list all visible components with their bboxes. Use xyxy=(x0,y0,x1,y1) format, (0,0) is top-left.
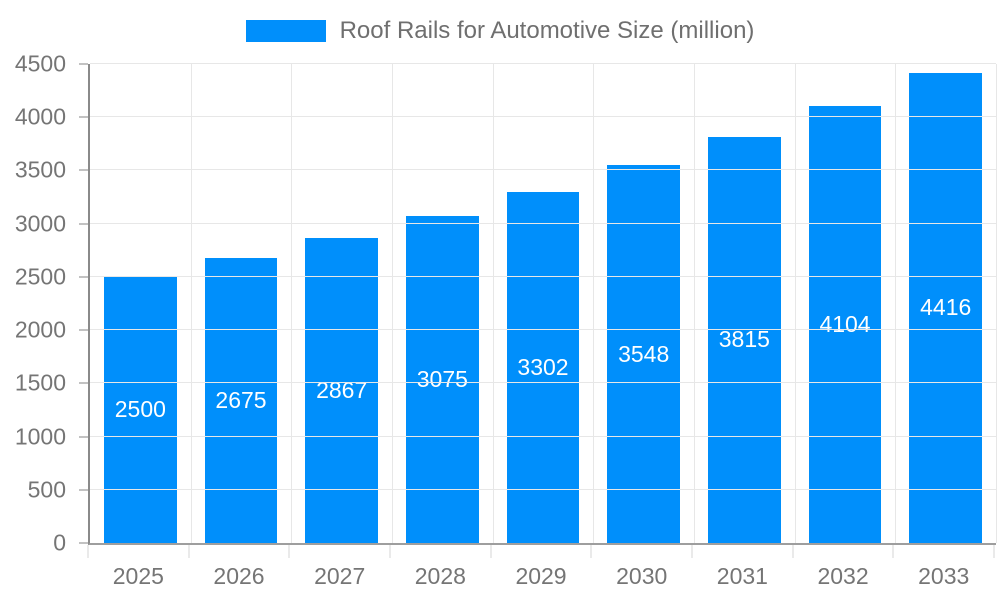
v-gridline xyxy=(291,64,293,543)
bar-column: 2867 xyxy=(291,64,392,543)
v-gridline xyxy=(492,64,494,543)
x-axis-label: 2030 xyxy=(616,562,668,589)
v-gridline xyxy=(391,64,393,543)
bar-value-label: 2500 xyxy=(114,396,166,423)
bar-value-label: 3075 xyxy=(416,365,468,392)
bar-column: 3815 xyxy=(694,64,795,543)
x-tick xyxy=(892,545,894,558)
y-tick-label: 2000 xyxy=(14,316,66,343)
h-gridline xyxy=(90,169,996,171)
v-gridline xyxy=(996,64,997,543)
bar: 2675 xyxy=(204,258,278,543)
legend-label: Roof Rails for Automotive Size (million) xyxy=(339,17,755,44)
v-gridline xyxy=(593,64,595,543)
y-tick xyxy=(79,488,88,491)
bar: 4416 xyxy=(909,72,982,543)
x-axis-ticks xyxy=(87,545,995,558)
y-tick-label: 2500 xyxy=(14,263,66,290)
bar-value-label: 3815 xyxy=(718,326,770,353)
y-tick xyxy=(79,542,88,544)
x-axis-labels: 2025 2026 2027 2028 2029 2030 2031 2032 2033 xyxy=(88,560,994,592)
x-tick xyxy=(993,545,995,558)
x-axis-label: 2033 xyxy=(918,562,970,589)
y-tick-label: 1500 xyxy=(14,369,66,396)
y-tick xyxy=(79,275,88,278)
v-gridline xyxy=(895,64,897,543)
x-tick xyxy=(792,545,794,558)
h-gridline xyxy=(90,329,996,331)
bar-column: 2675 xyxy=(191,64,292,543)
y-tick xyxy=(79,435,88,438)
x-axis-label: 2026 xyxy=(213,562,265,589)
bar-value-label: 3548 xyxy=(618,340,670,367)
y-axis: 0 500 1000 1500 2000 2500 3000 3500 4000 4500 xyxy=(0,52,88,554)
bar: 3548 xyxy=(607,165,680,543)
x-axis-label: 2028 xyxy=(414,562,466,589)
bar-value-label: 4104 xyxy=(819,311,871,338)
plot-area: 2500 2675 2867 3075 3302 3548 3815 4104 4416 xyxy=(88,63,997,545)
y-tick xyxy=(79,222,88,225)
bar-value-label: 3302 xyxy=(517,353,569,380)
bar-column: 3302 xyxy=(493,64,594,543)
legend-swatch xyxy=(245,20,326,42)
bar-column: 4104 xyxy=(795,64,896,543)
x-axis-label: 2029 xyxy=(515,562,567,589)
y-tick-label: 1000 xyxy=(14,423,66,450)
v-gridline xyxy=(190,64,192,543)
bar-column: 2500 xyxy=(90,64,191,543)
h-gridline xyxy=(90,116,996,118)
bar: 3302 xyxy=(506,191,580,543)
x-tick xyxy=(87,545,89,558)
x-tick xyxy=(590,545,592,558)
x-axis-label: 2031 xyxy=(716,562,768,589)
x-tick xyxy=(490,545,492,558)
v-gridline xyxy=(693,64,695,543)
x-tick xyxy=(691,545,693,558)
y-tick-label: 4000 xyxy=(14,103,66,130)
y-tick xyxy=(79,116,88,119)
bar-column: 3548 xyxy=(593,64,694,543)
x-tick xyxy=(288,545,290,558)
bar-value-label: 4416 xyxy=(920,294,972,321)
bars-layer: 2500 2675 2867 3075 3302 3548 3815 4104 4416 xyxy=(90,64,996,543)
legend-item[interactable]: Roof Rails for Automotive Size (million) xyxy=(245,17,755,45)
bar-column: 4416 xyxy=(895,64,996,543)
h-gridline xyxy=(90,222,996,224)
y-tick xyxy=(79,329,88,332)
x-axis-label: 2032 xyxy=(817,562,869,589)
bar: 3075 xyxy=(406,215,479,543)
bar: 2867 xyxy=(305,237,378,543)
y-tick-label: 0 xyxy=(53,529,66,556)
y-tick xyxy=(79,63,88,65)
h-gridline xyxy=(90,382,996,384)
x-axis-label: 2025 xyxy=(112,562,164,589)
bar-value-label: 2675 xyxy=(215,387,267,414)
h-gridline xyxy=(90,488,996,490)
x-axis-label: 2027 xyxy=(314,562,366,589)
y-tick-label: 500 xyxy=(27,476,66,503)
bar-value-label: 2867 xyxy=(316,376,368,403)
x-tick xyxy=(389,545,391,558)
h-gridline xyxy=(90,435,996,437)
y-tick-label: 4500 xyxy=(14,50,66,77)
h-gridline xyxy=(90,275,996,277)
y-tick-label: 3000 xyxy=(14,210,66,237)
bar: 3815 xyxy=(708,136,781,543)
bar-column: 3075 xyxy=(392,64,493,543)
y-tick xyxy=(79,382,88,385)
bar: 4104 xyxy=(808,106,882,543)
x-tick xyxy=(188,545,190,558)
chart-legend: Roof Rails for Automotive Size (million) xyxy=(0,14,1000,48)
bar: 2500 xyxy=(104,276,177,543)
y-tick xyxy=(79,169,88,172)
v-gridline xyxy=(794,64,796,543)
h-gridline xyxy=(90,63,996,64)
y-tick-label: 3500 xyxy=(14,156,66,183)
